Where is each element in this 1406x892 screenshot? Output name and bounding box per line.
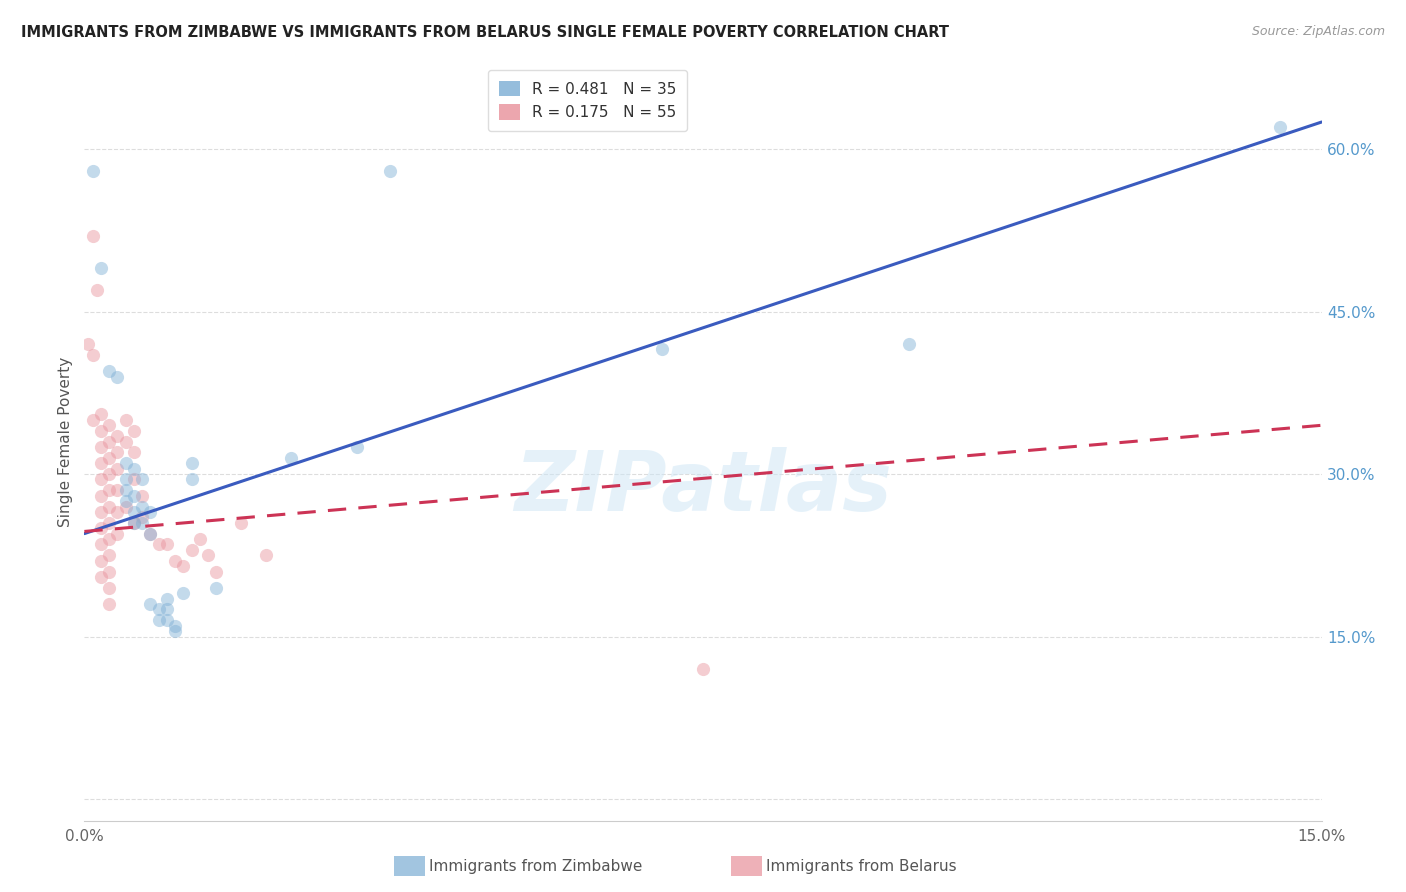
Point <box>165 554 187 568</box>
Point <box>131 473 153 487</box>
Point <box>105 483 128 498</box>
Point <box>229 516 252 530</box>
Point <box>114 483 136 498</box>
Point <box>165 618 187 632</box>
Point <box>180 542 202 557</box>
Point <box>98 418 121 433</box>
Point <box>114 434 136 449</box>
Point <box>180 456 202 470</box>
Point <box>90 261 112 276</box>
Point <box>114 494 136 508</box>
Point <box>148 537 170 551</box>
Point <box>131 516 153 530</box>
Text: Source: ZipAtlas.com: Source: ZipAtlas.com <box>1251 25 1385 38</box>
Point <box>122 505 145 519</box>
Point <box>105 445 128 459</box>
Legend: R = 0.481   N = 35, R = 0.175   N = 55: R = 0.481 N = 35, R = 0.175 N = 55 <box>488 70 688 131</box>
Point <box>98 597 121 611</box>
Point <box>205 565 228 579</box>
Point <box>172 586 194 600</box>
Point <box>254 548 277 563</box>
Point <box>131 500 153 514</box>
Point <box>148 613 170 627</box>
Point <box>90 440 112 454</box>
Point <box>651 343 673 357</box>
Point <box>98 581 121 595</box>
Point <box>156 591 179 606</box>
Point <box>280 450 302 465</box>
Text: Immigrants from Zimbabwe: Immigrants from Zimbabwe <box>429 859 643 873</box>
Point <box>90 456 112 470</box>
Point <box>172 559 194 574</box>
Point <box>156 602 179 616</box>
Point <box>122 461 145 475</box>
Point <box>90 570 112 584</box>
Point <box>139 505 162 519</box>
Point <box>105 369 128 384</box>
Point <box>148 602 170 616</box>
Point <box>98 532 121 546</box>
Point <box>165 624 187 639</box>
Point <box>156 613 179 627</box>
Point <box>82 163 104 178</box>
Point <box>82 413 104 427</box>
Point <box>98 434 121 449</box>
Point <box>105 429 128 443</box>
Y-axis label: Single Female Poverty: Single Female Poverty <box>58 357 73 526</box>
Text: ZIPatlas: ZIPatlas <box>515 447 891 527</box>
Point <box>114 413 136 427</box>
Point <box>139 526 162 541</box>
Point <box>90 424 112 438</box>
Point <box>98 565 121 579</box>
Text: IMMIGRANTS FROM ZIMBABWE VS IMMIGRANTS FROM BELARUS SINGLE FEMALE POVERTY CORREL: IMMIGRANTS FROM ZIMBABWE VS IMMIGRANTS F… <box>21 25 949 40</box>
Point <box>692 662 714 676</box>
Point <box>98 483 121 498</box>
Point <box>98 516 121 530</box>
Point <box>98 364 121 378</box>
Point <box>205 581 228 595</box>
Point <box>122 516 145 530</box>
Point <box>90 408 112 422</box>
Point <box>114 500 136 514</box>
Point <box>105 461 128 475</box>
Point <box>131 489 153 503</box>
Point <box>98 450 121 465</box>
Point <box>105 526 128 541</box>
Point <box>180 473 202 487</box>
Point <box>139 526 162 541</box>
Point <box>82 228 104 243</box>
Point <box>90 537 112 551</box>
Point <box>86 283 108 297</box>
Point <box>1270 120 1292 135</box>
Point <box>105 505 128 519</box>
Point <box>122 424 145 438</box>
Point <box>898 337 921 351</box>
Point <box>122 489 145 503</box>
Point <box>90 521 112 535</box>
Point <box>197 548 219 563</box>
Point <box>346 440 368 454</box>
Point <box>122 516 145 530</box>
Point <box>98 467 121 481</box>
Point <box>90 554 112 568</box>
Point <box>98 500 121 514</box>
Point <box>98 548 121 563</box>
Point <box>378 163 401 178</box>
Point <box>122 473 145 487</box>
Point <box>188 532 211 546</box>
Point <box>131 510 153 524</box>
Point <box>82 348 104 362</box>
Text: Immigrants from Belarus: Immigrants from Belarus <box>766 859 957 873</box>
Point <box>90 505 112 519</box>
Point <box>90 489 112 503</box>
Point <box>139 597 162 611</box>
Point <box>122 445 145 459</box>
Point <box>90 473 112 487</box>
Point <box>114 473 136 487</box>
Point <box>77 337 100 351</box>
Point <box>156 537 179 551</box>
Point <box>114 456 136 470</box>
